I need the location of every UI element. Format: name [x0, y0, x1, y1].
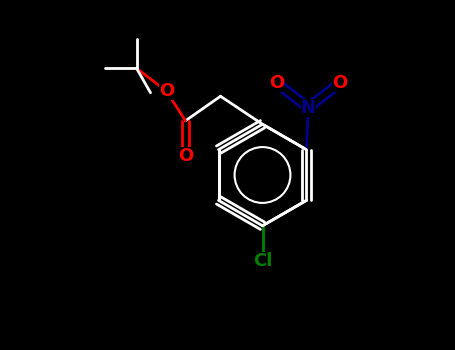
Text: O: O	[269, 74, 284, 92]
Text: Cl: Cl	[253, 252, 272, 270]
Text: N: N	[301, 99, 316, 117]
Text: O: O	[178, 147, 193, 165]
Text: O: O	[332, 74, 347, 92]
Text: O: O	[159, 82, 174, 100]
